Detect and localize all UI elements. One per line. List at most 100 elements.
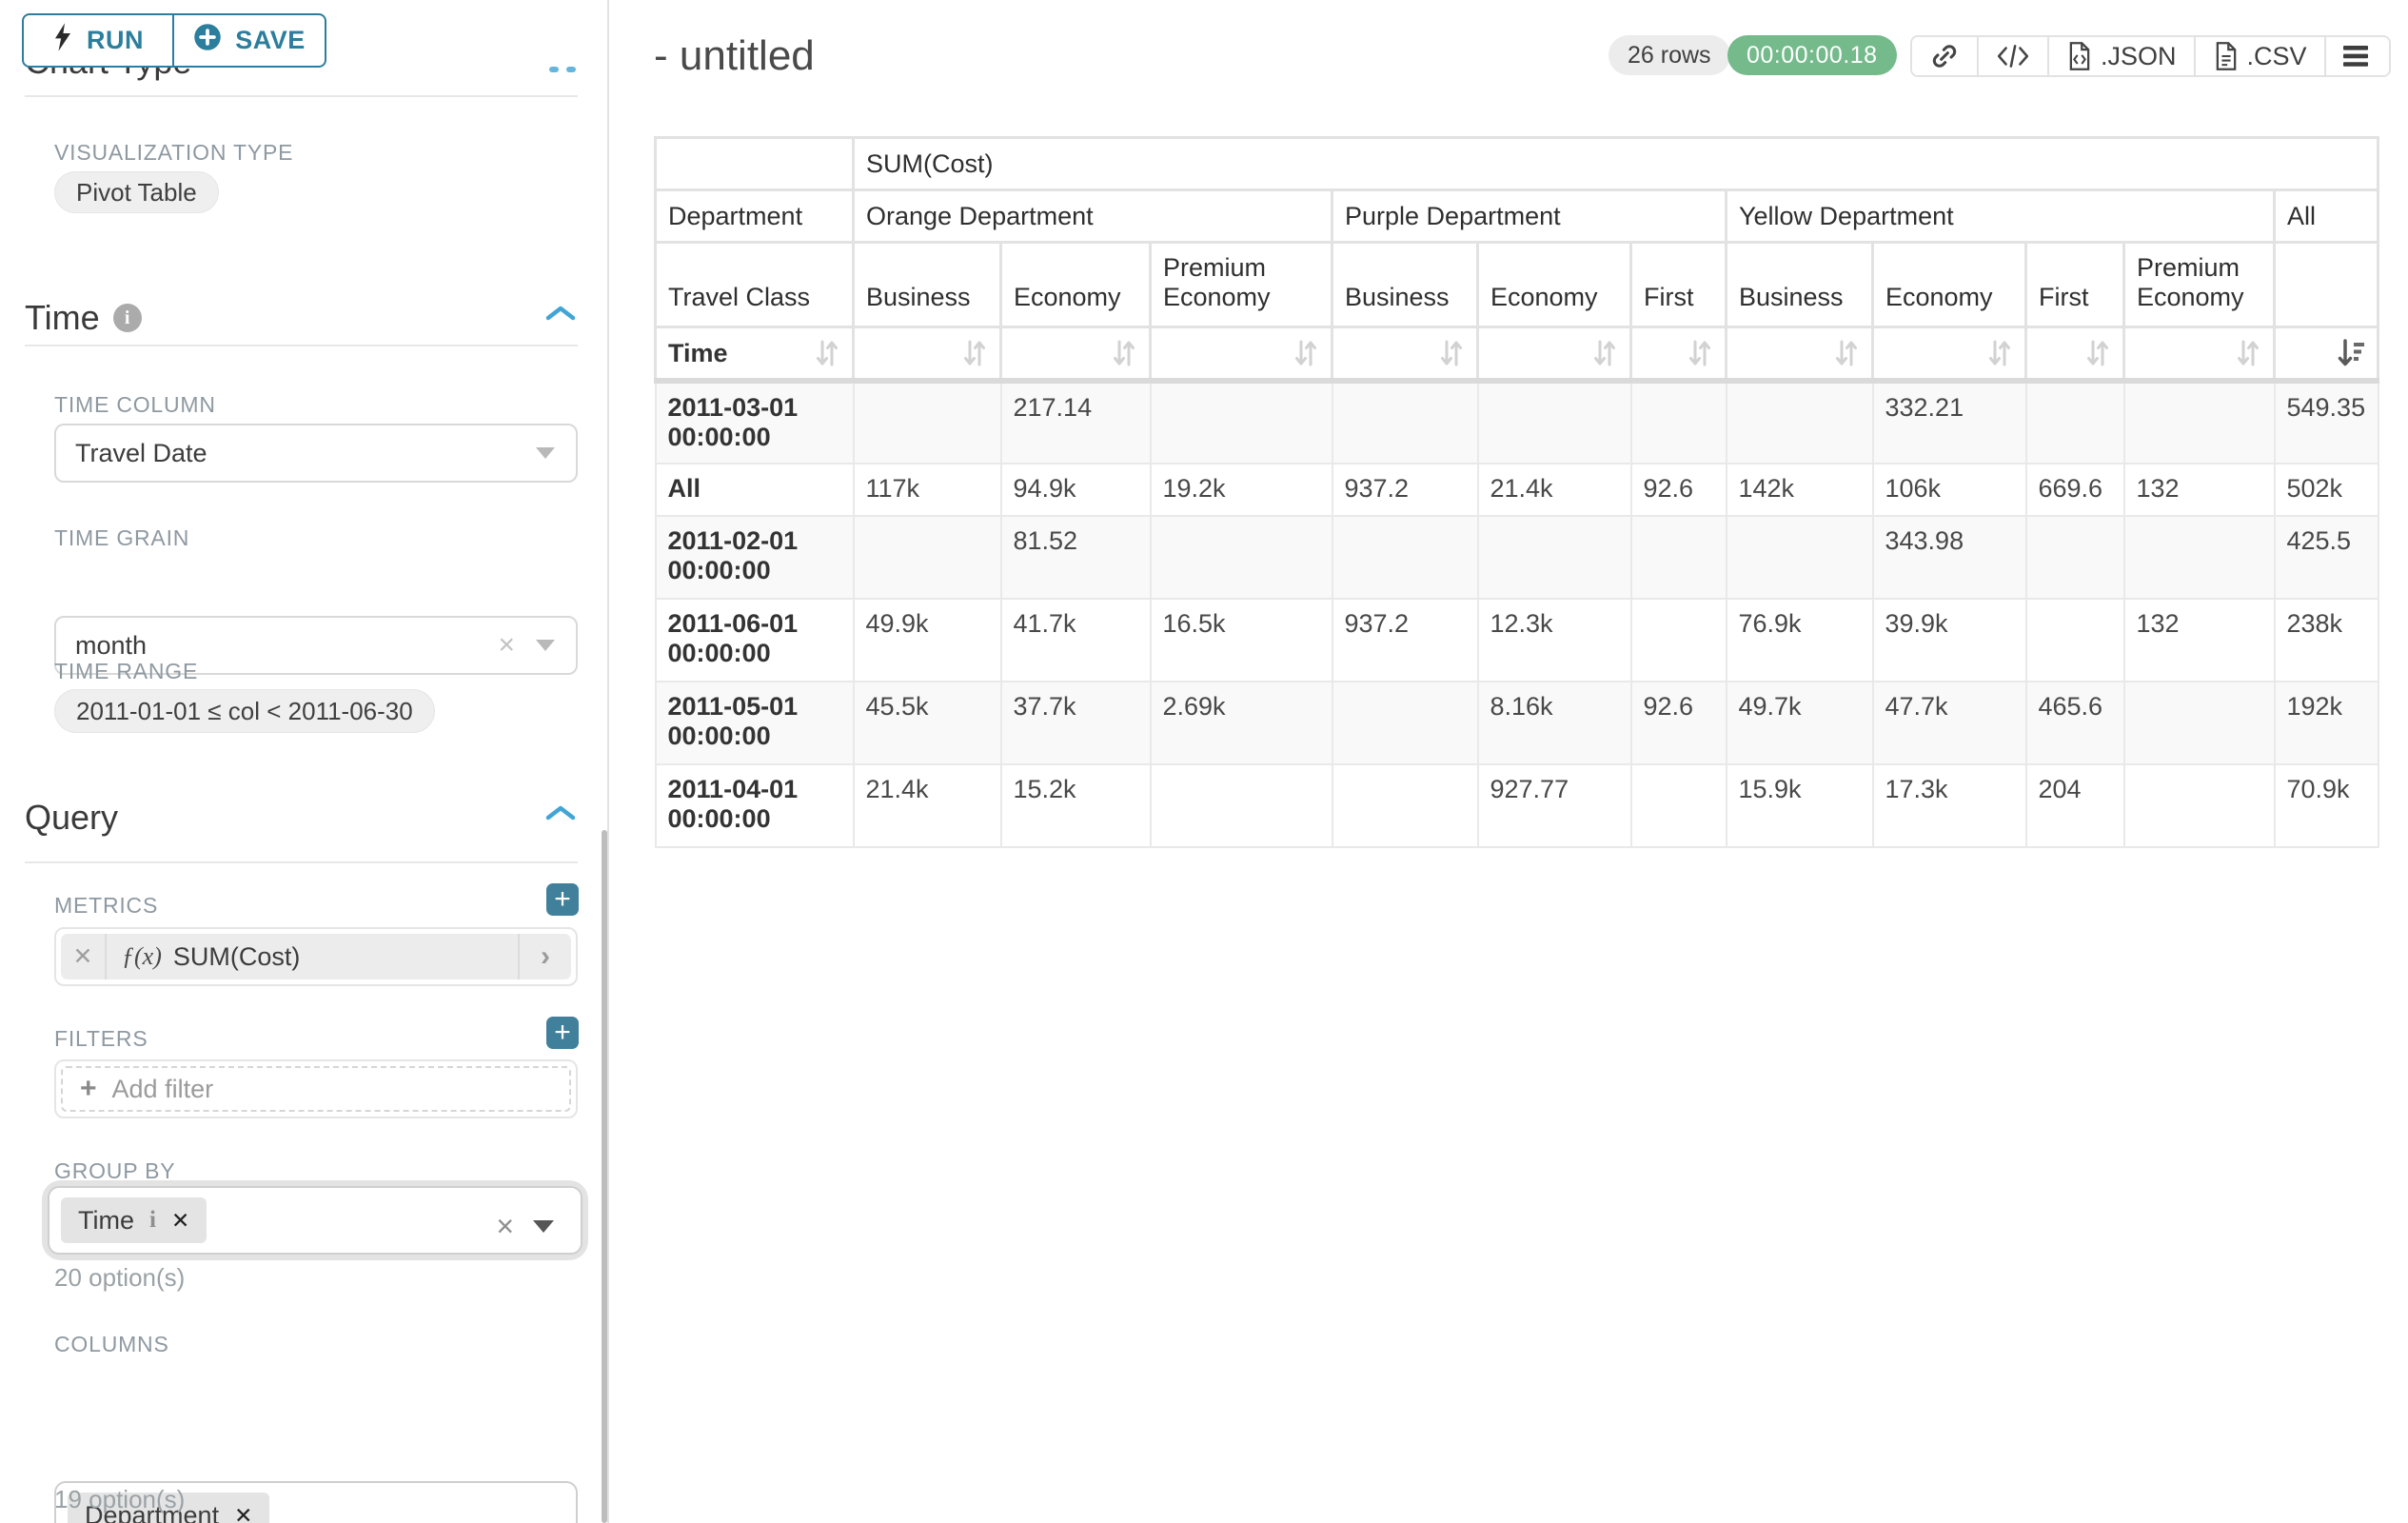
time-row-label: Time xyxy=(668,338,728,367)
sort-header-cell[interactable] xyxy=(1331,326,1479,384)
export-csv-button[interactable]: .CSV xyxy=(2193,37,2324,75)
pivot-value-cell: 49.9k xyxy=(852,598,1002,682)
query-section-heading[interactable]: Query xyxy=(25,798,119,837)
pivot-value-cell xyxy=(1629,515,1727,600)
visualization-type-pill[interactable]: Pivot Table xyxy=(54,171,219,213)
plus-circle-icon xyxy=(193,23,222,58)
time-grain-select[interactable]: month × xyxy=(54,616,578,675)
hamburger-icon xyxy=(2342,44,2372,69)
sort-desc-icon[interactable] xyxy=(2337,338,2365,368)
pivot-value-cell: 21.4k xyxy=(852,763,1002,848)
group-by-select[interactable]: Time i ✕ × xyxy=(48,1186,582,1255)
pivot-value-cell: 17.3k xyxy=(1871,763,2027,848)
add-metric-button[interactable]: + xyxy=(546,883,579,916)
sort-icon[interactable] xyxy=(814,338,840,368)
sort-icon[interactable] xyxy=(961,338,988,368)
pivot-value-cell: 92.6 xyxy=(1629,463,1727,517)
pivot-value-cell: 502k xyxy=(2273,463,2379,517)
columns-select[interactable]: Department✕Travel Class✕ × xyxy=(54,1481,578,1523)
remove-chip-icon[interactable]: ✕ xyxy=(170,1207,190,1233)
sort-header-cell[interactable] xyxy=(1149,326,1333,384)
clear-icon[interactable]: × xyxy=(496,1209,514,1243)
sort-header-cell[interactable] xyxy=(2122,326,2276,384)
sort-header-cell[interactable] xyxy=(1629,326,1727,384)
pivot-value-cell: 192k xyxy=(2273,681,2379,765)
group-by-focus-ring: Time i ✕ × xyxy=(48,1186,582,1255)
column-header: Economy xyxy=(999,241,1152,328)
table-row: 2011-03-01 00:00:00 217.14 332.21 549.35 xyxy=(654,380,2379,465)
chevron-up-icon[interactable] xyxy=(549,67,559,72)
sort-icon[interactable] xyxy=(1438,338,1465,368)
table-row: 2011-06-01 00:00:00 49.9k 41.7k 16.5k 937.2 1… xyxy=(654,598,2379,682)
pivot-value-cell: 132 xyxy=(2122,463,2276,517)
column-header xyxy=(2272,241,2380,328)
sort-header-cell[interactable] xyxy=(1725,326,1874,384)
metric-chip[interactable]: ✕ ƒ(x) SUM(Cost) › xyxy=(61,934,571,979)
sort-icon[interactable] xyxy=(1986,338,2013,368)
sort-icon[interactable] xyxy=(1687,338,1713,368)
metrics-field: ✕ ƒ(x) SUM(Cost) › xyxy=(54,927,578,986)
remove-metric-icon[interactable]: ✕ xyxy=(61,934,107,979)
pivot-value-cell: 15.9k xyxy=(1725,763,1874,848)
sort-header-cell[interactable]: Time xyxy=(654,326,855,384)
clear-icon[interactable]: × xyxy=(498,629,515,661)
pivot-value-cell: 669.6 xyxy=(2024,463,2125,517)
sidebar-scrollbar-thumb[interactable] xyxy=(602,830,607,1523)
view-query-button[interactable] xyxy=(1977,37,2047,75)
sort-header-cell[interactable] xyxy=(999,326,1152,384)
add-filter-plus-button[interactable]: + xyxy=(546,1017,579,1049)
add-filter-placeholder: Add filter xyxy=(111,1074,214,1103)
pivot-value-cell xyxy=(1476,380,1632,465)
sort-icon[interactable] xyxy=(1591,338,1618,368)
pivot-value-cell: 927.77 xyxy=(1476,763,1632,848)
column-group-header: Purple Department xyxy=(1331,188,1727,244)
pivot-value-cell xyxy=(2024,598,2125,682)
pivot-value-cell: 47.7k xyxy=(1871,681,2027,765)
sort-header-cell[interactable] xyxy=(1871,326,2027,384)
sort-icon[interactable] xyxy=(1293,338,1319,368)
row-count-badge: 26 rows xyxy=(1609,35,1730,75)
row-header-cell: 2011-03-01 00:00:00 xyxy=(654,380,855,465)
info-icon[interactable]: i xyxy=(149,1207,156,1233)
file-code-icon xyxy=(2066,41,2093,71)
table-row: 2011-04-01 00:00:00 21.4k 15.2k 927.77 15.9k… xyxy=(654,763,2379,848)
run-button[interactable]: RUN xyxy=(22,13,174,68)
columns-chip-label: Department xyxy=(85,1500,220,1523)
time-column-select[interactable]: Travel Date xyxy=(54,424,578,483)
sort-icon[interactable] xyxy=(1111,338,1137,368)
sort-header-cell[interactable] xyxy=(2272,326,2380,384)
group-by-chip[interactable]: Time i ✕ xyxy=(61,1197,207,1243)
metric-header-cell: SUM(Cost) xyxy=(851,136,2380,191)
group-by-chip-label: Time xyxy=(78,1205,134,1235)
sort-header-cell[interactable] xyxy=(852,326,1002,384)
export-json-button[interactable]: .JSON xyxy=(2047,37,2194,75)
chevron-up-icon[interactable] xyxy=(544,804,577,826)
info-icon[interactable]: i xyxy=(112,304,142,332)
chevron-up-icon[interactable] xyxy=(566,67,576,72)
pivot-value-cell xyxy=(1725,515,1874,600)
chevron-right-icon[interactable]: › xyxy=(518,934,571,979)
section-divider xyxy=(25,95,578,97)
sort-header-cell[interactable] xyxy=(2024,326,2125,384)
add-filter-button[interactable]: + Add filter xyxy=(61,1066,571,1112)
pivot-value-cell: 204 xyxy=(2024,763,2125,848)
sort-icon[interactable] xyxy=(2084,338,2111,368)
function-icon: ƒ(x) xyxy=(122,942,162,970)
columns-chip[interactable]: Department ✕ xyxy=(68,1493,270,1523)
remove-chip-icon[interactable]: ✕ xyxy=(234,1502,253,1523)
pivot-value-cell: 92.6 xyxy=(1629,681,1727,765)
column-header: Economy xyxy=(1871,241,2027,328)
sort-icon[interactable] xyxy=(2235,338,2261,368)
sort-icon[interactable] xyxy=(1833,338,1860,368)
sort-header-cell[interactable] xyxy=(1476,326,1632,384)
pivot-value-cell: 937.2 xyxy=(1331,463,1479,517)
time-range-pill[interactable]: 2011-01-01 ≤ col < 2011-06-30 xyxy=(54,689,435,733)
chart-title[interactable]: - untitled xyxy=(654,32,815,79)
save-button[interactable]: SAVE xyxy=(174,13,326,68)
more-menu-button[interactable] xyxy=(2323,37,2389,75)
chevron-up-icon[interactable] xyxy=(544,305,577,326)
time-section-heading[interactable]: Time i xyxy=(25,298,142,338)
share-link-button[interactable] xyxy=(1912,37,1977,75)
caret-down-icon xyxy=(536,447,555,459)
